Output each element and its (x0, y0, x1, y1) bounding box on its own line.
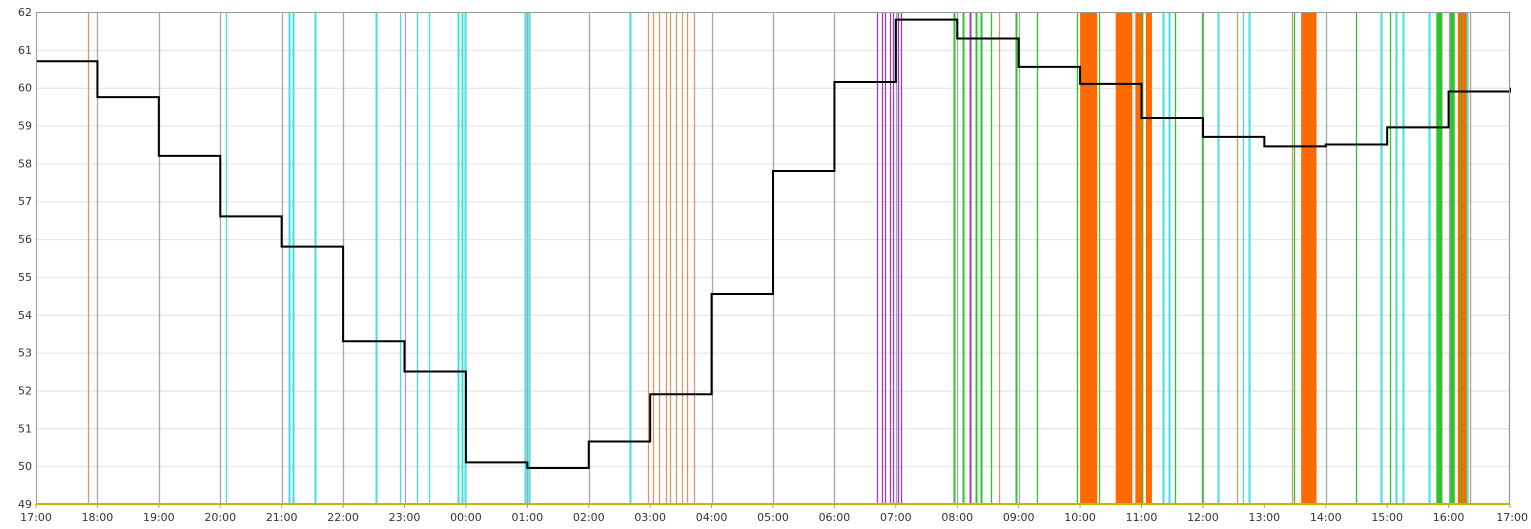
x-tick-label-15: 08:00 (941, 511, 973, 524)
x-tick-label-16: 09:00 (1003, 511, 1035, 524)
event-band-7 (1457, 12, 1469, 504)
x-tick-label-17: 10:00 (1064, 511, 1096, 524)
y-tick-label-13: 62 (18, 6, 32, 19)
x-tick-label-1: 18:00 (82, 511, 114, 524)
x-tick-label-3: 20:00 (204, 511, 236, 524)
y-tick-label-11: 60 (18, 82, 32, 95)
y-tick-label-9: 58 (18, 157, 32, 170)
event-band-4 (1301, 12, 1317, 504)
x-tick-label-12: 05:00 (757, 511, 789, 524)
series-lines (36, 18, 1511, 470)
y-tick-label-0: 49 (18, 498, 32, 511)
x-tick-label-18: 11:00 (1126, 511, 1158, 524)
x-tick-label-7: 00:00 (450, 511, 482, 524)
y-tick-label-7: 56 (18, 233, 32, 246)
y-tick-label-8: 57 (18, 195, 32, 208)
x-tick-label-14: 07:00 (880, 511, 912, 524)
x-tick-label-2: 19:00 (143, 511, 175, 524)
x-tick-label-13: 06:00 (819, 511, 851, 524)
y-tick-label-12: 61 (18, 44, 32, 57)
x-tick-label-11: 04:00 (696, 511, 728, 524)
axes: 49 50 51 52 53 54 55 56 57 58 59 60 61 62 17:00 18:00 19… (18, 6, 1528, 524)
y-tick-label-4: 53 (18, 347, 32, 360)
x-tick-label-24: 17:00 (1496, 511, 1528, 524)
y-tick-label-2: 51 (18, 422, 32, 435)
event-band-0 (1080, 12, 1098, 504)
x-tick-label-22: 15:00 (1371, 511, 1403, 524)
x-tick-label-5: 22:00 (327, 511, 359, 524)
event-band-2 (1135, 12, 1144, 504)
y-tick-label-10: 59 (18, 120, 32, 133)
event-band-6 (1449, 12, 1455, 504)
x-tick-label-10: 03:00 (634, 511, 666, 524)
y-tick-label-5: 54 (18, 309, 32, 322)
x-tick-label-21: 14:00 (1310, 511, 1342, 524)
y-tick-label-1: 50 (18, 460, 32, 473)
event-markers (87, 12, 1511, 504)
x-tick-label-23: 16:00 (1433, 511, 1465, 524)
y-tick-label-3: 52 (18, 384, 32, 397)
y-tick-label-6: 55 (18, 271, 32, 284)
x-tick-label-20: 13:00 (1248, 511, 1280, 524)
series-step-line-0 (36, 18, 1511, 470)
x-tick-label-19: 12:00 (1187, 511, 1219, 524)
x-tick-label-4: 21:00 (266, 511, 298, 524)
event-band-5 (1436, 12, 1443, 504)
x-tick-label-0: 17:00 (20, 511, 52, 524)
x-tick-label-8: 01:00 (511, 511, 543, 524)
event-band-1 (1115, 12, 1133, 504)
x-tick-label-9: 02:00 (573, 511, 605, 524)
event-band-3 (1145, 12, 1152, 504)
x-tick-label-6: 23:00 (389, 511, 421, 524)
